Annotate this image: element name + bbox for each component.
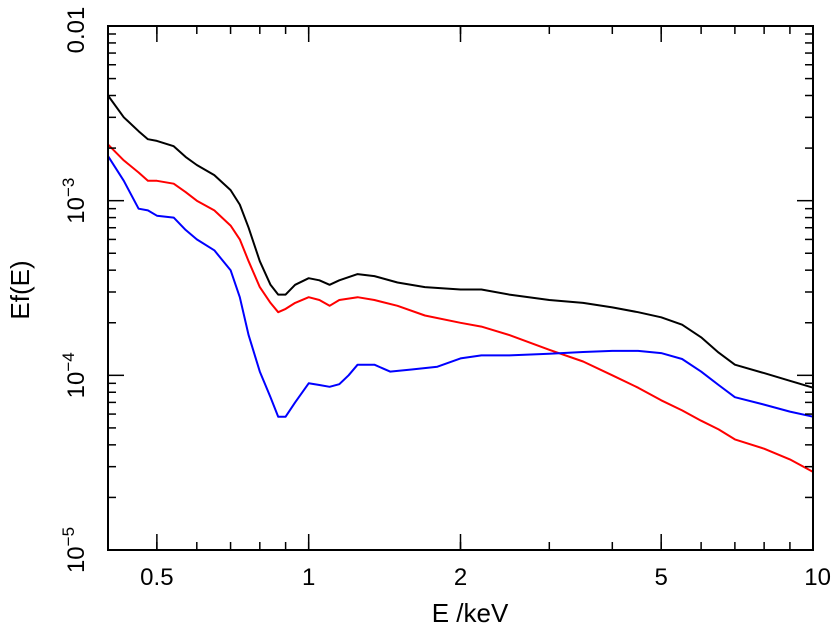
y-tick-label: 10−3 bbox=[59, 178, 90, 224]
series-line-3 bbox=[107, 155, 814, 418]
y-axis-title: Ef(E) bbox=[5, 260, 35, 319]
y-tick-label: 10−4 bbox=[59, 352, 90, 398]
y-tick-label: 10−5 bbox=[59, 527, 90, 573]
series-line-1 bbox=[107, 94, 814, 389]
series-layer bbox=[107, 94, 814, 473]
plot-frame bbox=[107, 25, 814, 551]
x-axis-title: E /keV bbox=[432, 598, 509, 628]
x-tick-label: 5 bbox=[655, 564, 668, 591]
ticks-layer: 0.5 1 2 5 10 10−5 10−4 10−3 0.01 bbox=[59, 7, 831, 591]
x-tick-label: 1 bbox=[302, 564, 315, 591]
x-tick-label: 10 bbox=[804, 564, 831, 591]
y-tick-label: 0.01 bbox=[63, 7, 90, 54]
x-tick-label: 0.5 bbox=[140, 564, 173, 591]
x-tick-label: 2 bbox=[454, 564, 467, 591]
series-line-2 bbox=[107, 143, 814, 473]
